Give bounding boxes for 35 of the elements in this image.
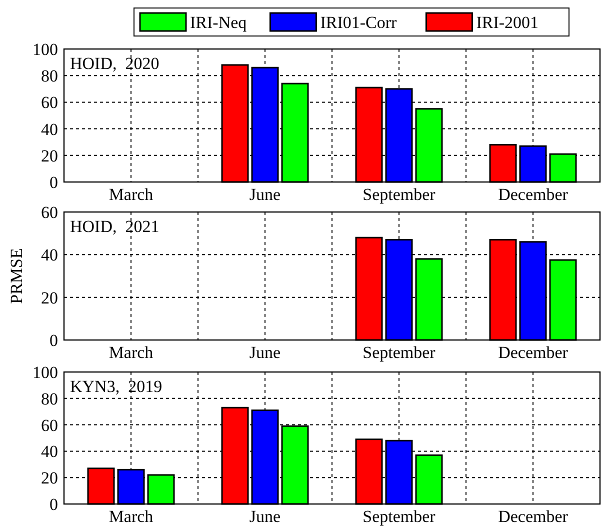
- x-tick-label: March: [108, 507, 154, 526]
- annotation: HOID, 2020: [70, 54, 160, 73]
- x-tick-label: March: [108, 343, 154, 362]
- x-tick-label: September: [362, 507, 436, 526]
- legend-label: IRI-Neq: [190, 12, 248, 32]
- y-axis-title: PRMSE: [7, 248, 26, 304]
- x-tick-label: December: [498, 185, 568, 204]
- legend-label: IRI-2001: [476, 12, 539, 32]
- x-tick-label: June: [249, 343, 281, 362]
- y-tick-label: 0: [50, 494, 58, 514]
- y-tick-label: 20: [41, 468, 58, 488]
- x-tick-label: June: [249, 507, 281, 526]
- x-tick-label: December: [498, 343, 568, 362]
- x-tick-label: March: [108, 185, 154, 204]
- y-tick-label: 60: [41, 416, 58, 435]
- x-tick-label: September: [362, 185, 436, 204]
- y-tick-label: 60: [41, 202, 58, 222]
- y-tick-label: 0: [50, 330, 58, 350]
- y-tick-label: 80: [41, 66, 58, 86]
- annotation: KYN3, 2019: [70, 377, 162, 396]
- y-tick-label: 40: [41, 442, 58, 462]
- x-tick-label: June: [249, 185, 281, 204]
- y-tick-label: 0: [50, 172, 58, 192]
- legend-label: IRI01-Corr: [320, 12, 398, 32]
- y-tick-label: 40: [41, 246, 58, 265]
- y-tick-label: 40: [41, 120, 58, 139]
- y-tick-label: 80: [41, 389, 58, 408]
- y-tick-label: 100: [32, 362, 58, 382]
- x-tick-label: September: [362, 343, 436, 362]
- y-tick-label: 20: [41, 288, 58, 308]
- y-tick-label: 20: [41, 146, 58, 166]
- y-tick-label: 60: [41, 93, 58, 112]
- y-tick-label: 100: [32, 40, 58, 59]
- annotation: HOID, 2021: [70, 217, 160, 236]
- x-tick-label: December: [498, 507, 568, 526]
